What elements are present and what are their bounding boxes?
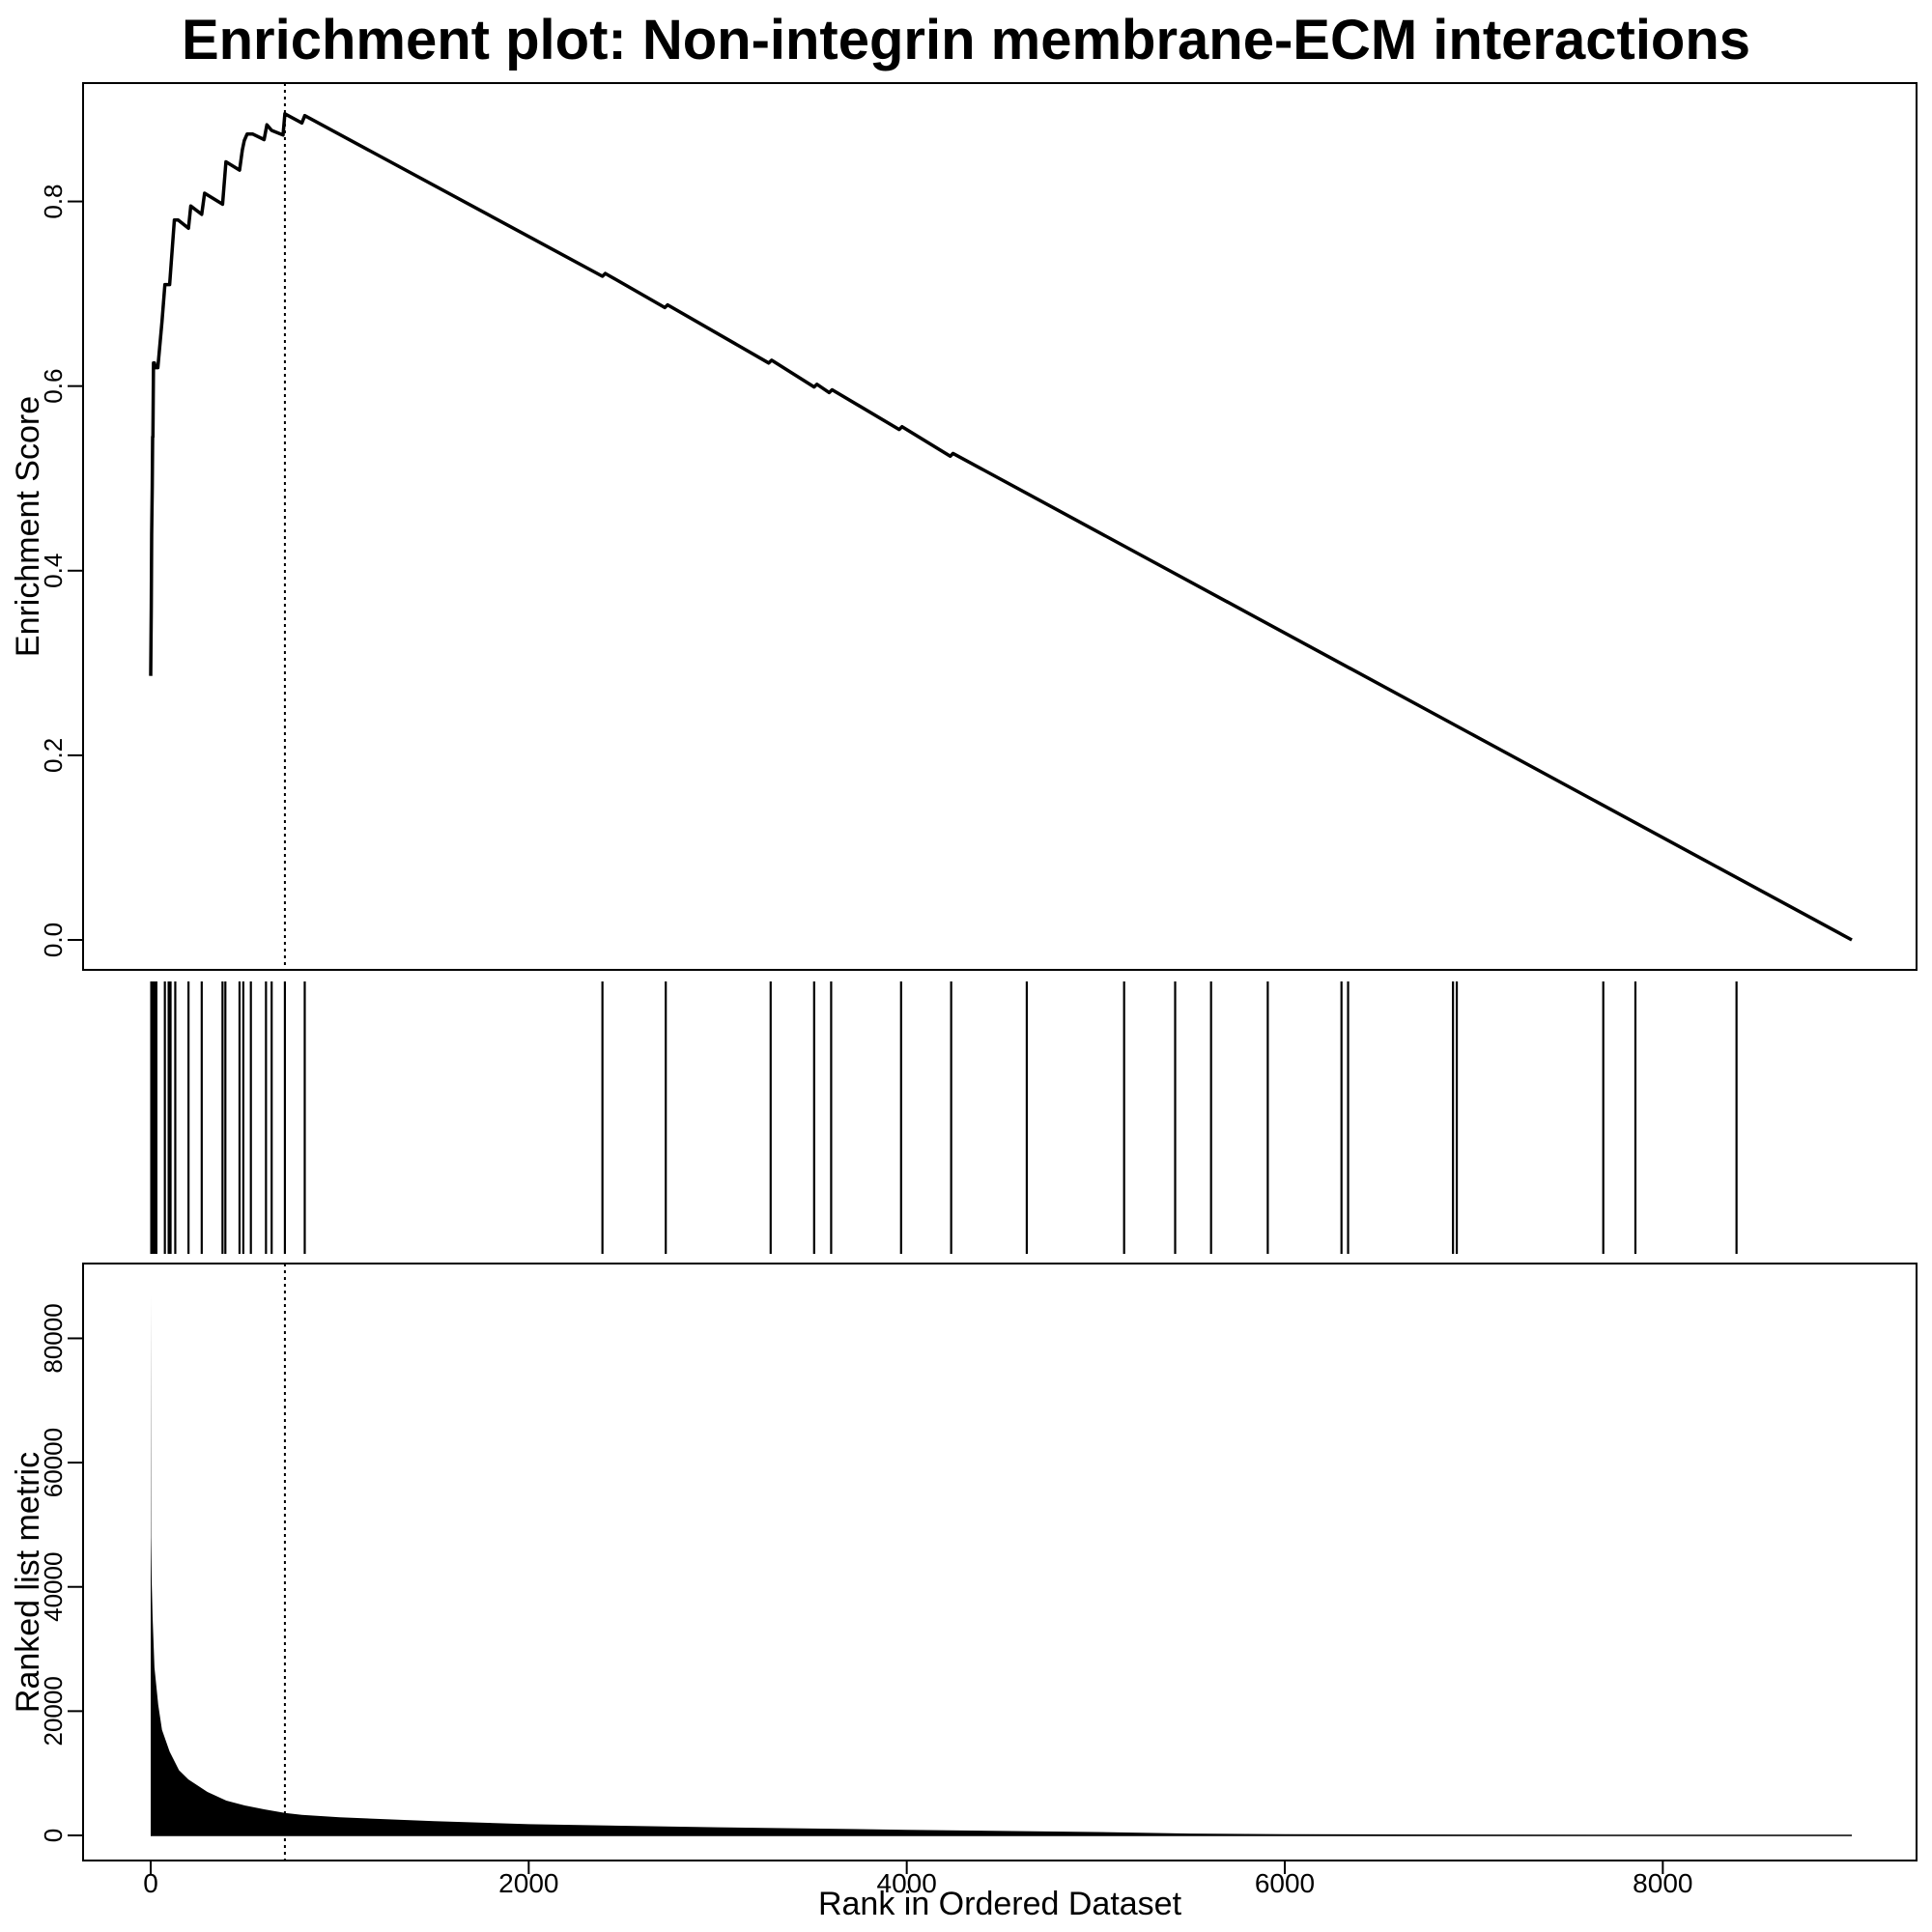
enrichment-y-tick-label: 0.8 <box>39 184 68 218</box>
enrichment-y-tick-label: 0.6 <box>39 369 68 404</box>
x-axis-label: Rank in Ordered Dataset <box>818 1886 1182 1922</box>
metric-y-tick-label: 0 <box>39 1829 68 1842</box>
x-tick-label: 6000 <box>1255 1868 1315 1898</box>
metric-y-axis-label: Ranked list metric <box>10 1452 46 1713</box>
enrichment-score-panel: 0.0 0.2 0.4 0.6 0.8 Enrichment Score <box>10 82 1918 971</box>
enrichment-y-tick-label: 0.4 <box>39 554 68 588</box>
chart-title: Enrichment plot: Non-integrin membrane-E… <box>181 9 1751 71</box>
running-enrichment-score-line <box>149 112 1853 942</box>
enrichment-panel-frame <box>82 82 1918 971</box>
metric-y-tick-label: 60000 <box>39 1428 68 1497</box>
metric-y-axis: 0 20000 40000 60000 80000 <box>39 1303 83 1842</box>
enrichment-y-tick-label: 0.0 <box>39 923 68 957</box>
enrichment-y-axis: 0.0 0.2 0.4 0.6 0.8 <box>39 184 83 957</box>
gene-hits-panel <box>150 981 1738 1254</box>
metric-y-tick-label: 40000 <box>39 1552 68 1622</box>
metric-y-tick-label: 20000 <box>39 1676 68 1746</box>
x-tick-label: 8000 <box>1633 1868 1692 1898</box>
ranked-metric-area <box>151 1294 1852 1835</box>
x-tick-label: 2000 <box>498 1868 558 1898</box>
enrichment-y-axis-label: Enrichment Score <box>10 396 46 657</box>
x-axis: 0 2000 4000 6000 8000 <box>143 1861 1692 1898</box>
metric-panel-frame <box>82 1263 1918 1861</box>
ranked-metric-panel: 0 20000 40000 60000 80000 Ranked list metric <box>10 1263 1918 1861</box>
metric-y-tick-label: 80000 <box>39 1303 68 1373</box>
enrichment-y-tick-label: 0.2 <box>39 738 68 773</box>
x-tick-label: 4000 <box>877 1868 937 1898</box>
x-tick-label: 0 <box>143 1868 158 1898</box>
